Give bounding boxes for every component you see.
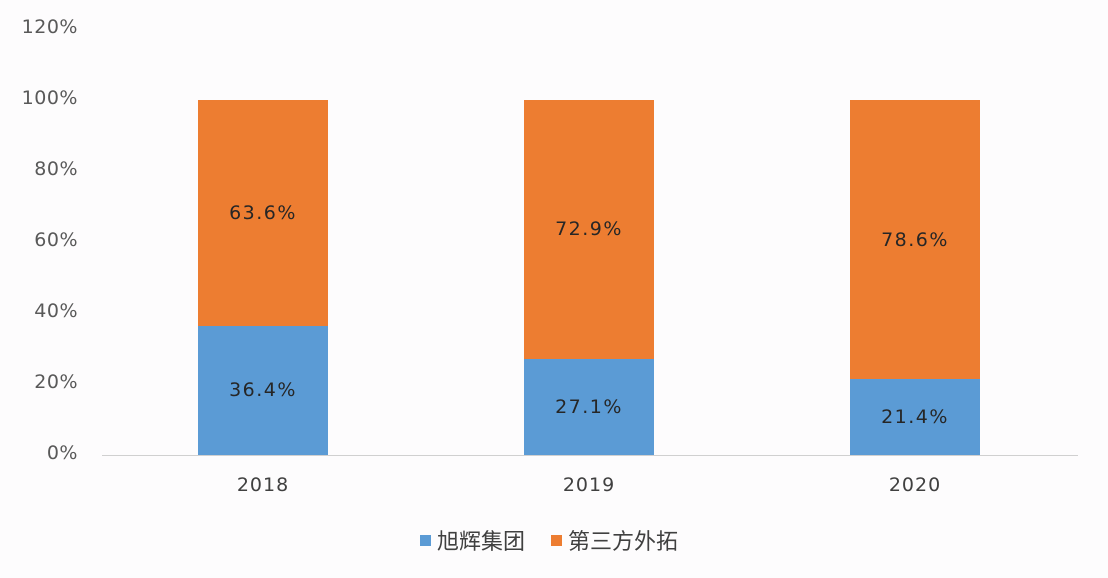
legend-label-xuhui: 旭辉集团 [437,530,526,555]
segment-third-party-2019: 72.9% [524,100,654,359]
y-tick-60: 60% [34,229,78,251]
bar-2020: 21.4% 78.6% [850,100,980,455]
y-tick-100: 100% [21,87,78,109]
legend: 旭辉集团 第三方外拓 [420,524,678,556]
segment-third-party-2018: 63.6% [198,100,328,326]
legend-item-xuhui: 旭辉集团 [420,524,525,556]
x-tick-2019: 2019 [562,474,616,496]
legend-swatch-blue [420,534,431,546]
y-tick-40: 40% [34,300,78,322]
bar-2019: 27.1% 72.9% [524,100,654,455]
y-tick-120: 120% [21,16,78,38]
x-tick-2020: 2020 [888,474,942,496]
x-axis-line [102,455,1078,456]
bar-2018: 36.4% 63.6% [198,100,328,455]
segment-xuhui-2019: 27.1% [524,358,654,455]
y-tick-20: 20% [34,371,78,393]
y-tick-0: 0% [46,442,78,464]
x-tick-2018: 2018 [236,474,290,496]
legend-label-third-party: 第三方外拓 [568,530,679,555]
segment-xuhui-2018: 36.4% [198,325,328,455]
segment-xuhui-2020: 21.4% [850,379,980,455]
y-tick-80: 80% [34,158,78,180]
legend-item-third-party: 第三方外拓 [551,524,678,556]
legend-swatch-orange [551,534,563,546]
segment-third-party-2020: 78.6% [850,100,980,380]
